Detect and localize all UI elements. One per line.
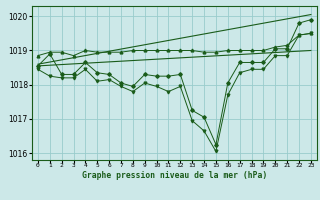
X-axis label: Graphe pression niveau de la mer (hPa): Graphe pression niveau de la mer (hPa) [82,171,267,180]
